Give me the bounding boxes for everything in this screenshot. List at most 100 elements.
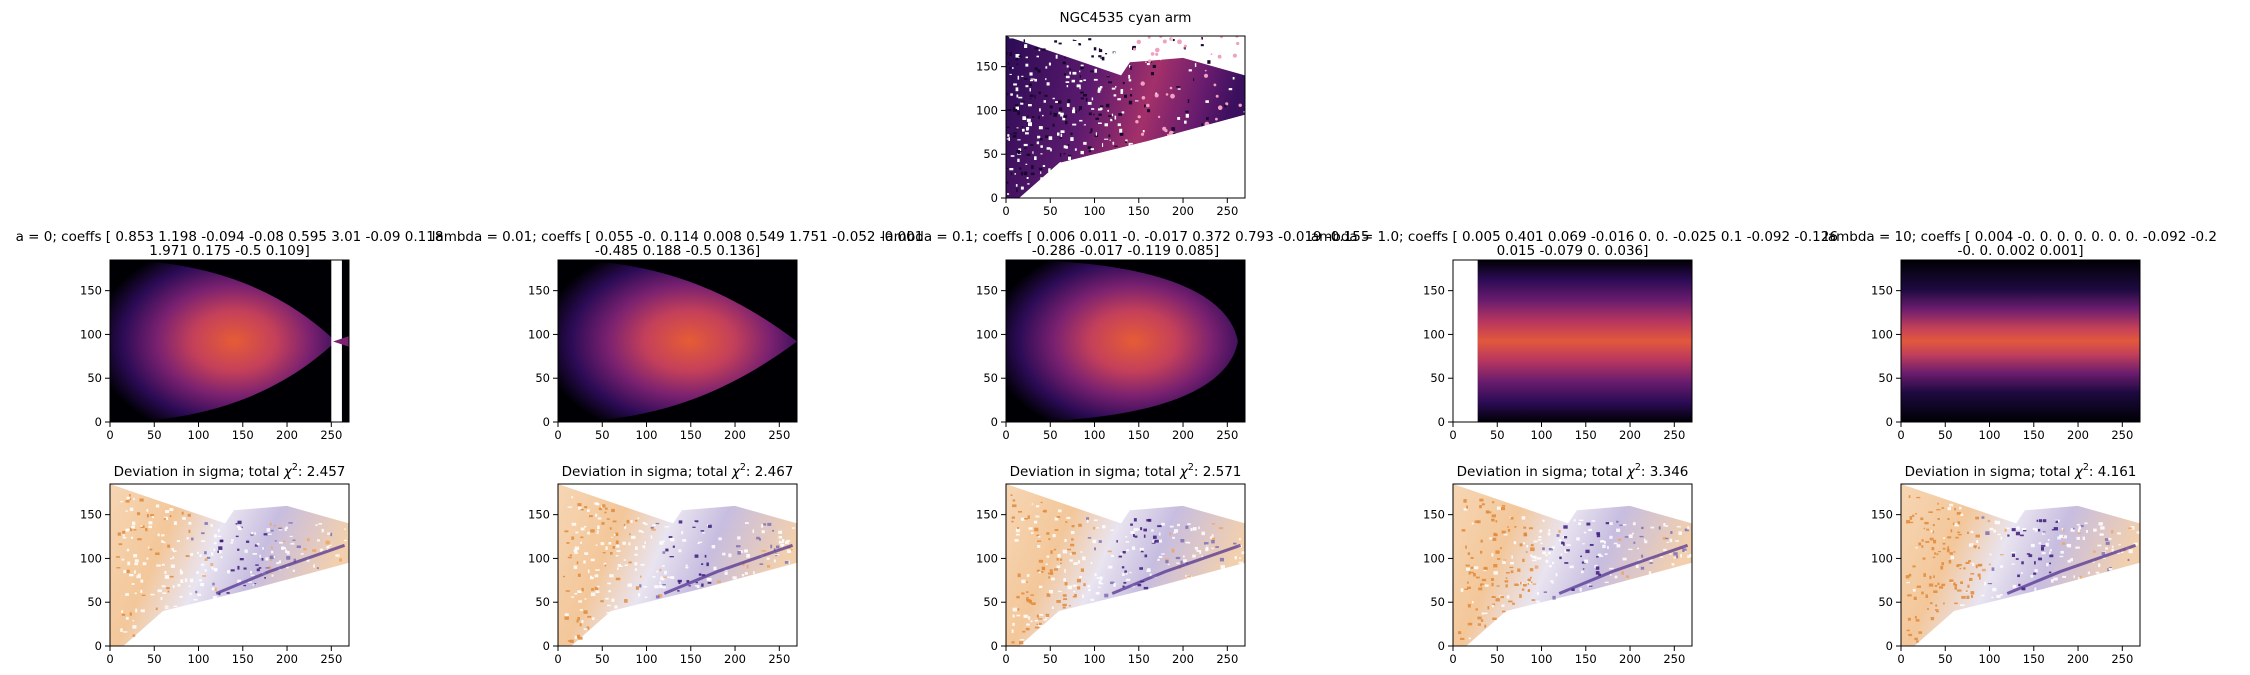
axes-frame [1005,259,1246,423]
x-tick-label: 0 [1897,652,1904,666]
y-tick-label: 0 [991,191,998,205]
x-tick-label: 100 [636,652,658,666]
y-tick-label: 50 [1878,371,1893,385]
y-tick-label: 50 [983,371,998,385]
x-tick-label: 250 [1216,652,1238,666]
y-tick-label: 150 [1423,284,1445,298]
x-tick-label: 100 [1531,428,1553,442]
model-profile [558,260,797,422]
y-tick-label: 100 [976,551,998,565]
y-tick-label: 0 [991,415,998,429]
x-tick-label: 250 [320,652,342,666]
y-tick-label: 0 [95,639,102,653]
x-tick-label: 0 [106,428,113,442]
subplot-deviation: 0 50 100 150 200 250 0 50 100 150 Deviation in sig… [528,462,798,666]
subplot-title-line2: -0.286 -0.017 -0.119 0.085] [1032,243,1219,259]
subplot-deviation: 0 50 100 150 200 250 0 50 100 150 Deviation in sig… [1871,462,2141,666]
y-tick-label: 0 [543,415,550,429]
x-tick-label: 150 [2023,428,2045,442]
subplot-title-line2: -0. 0. 0.002 0.001] [1957,243,2083,259]
y-tick-label: 50 [1878,595,1893,609]
masked-strip [1453,260,1478,422]
x-tick-label: 0 [1449,428,1456,442]
x-tick-label: 150 [1128,204,1150,218]
subplot-model: 0 50 100 150 200 250 0 50 100 150 lambda = 0.01; c… [432,229,924,442]
heatmap-image [1901,484,2140,646]
deviation-streak [2006,543,2137,595]
subplot-title-line1: lambda = 0.1; coeffs [ 0.006 0.011 -0. -… [882,229,1370,245]
x-tick-label: 150 [2023,652,2045,666]
x-tick-label: 0 [1002,652,1009,666]
x-tick-label: 250 [2111,428,2133,442]
x-tick-label: 200 [276,652,298,666]
subplot-title-line1: lambda = 1.0; coeffs [ 0.005 0.401 0.069… [1307,229,1838,245]
x-tick-label: 200 [2067,652,2089,666]
heatmap-image [110,260,349,422]
y-tick-label: 50 [983,595,998,609]
x-tick-label: 200 [1619,652,1641,666]
axes-frame [557,483,798,647]
x-tick-label: 0 [1002,428,1009,442]
y-tick-label: 150 [976,508,998,522]
axes-frame [1452,259,1693,423]
model-profile [110,260,336,422]
subplot-title: Deviation in sigma; total χ2: 2.467 [562,462,794,480]
deviation-footprint [558,484,797,646]
subplot-data: 0 50 100 150 200 250 0 50 100 150 NGC4535 cyan arm [976,10,1246,218]
y-tick-label: 50 [87,595,102,609]
y-tick-label: 150 [1423,508,1445,522]
x-tick-label: 100 [636,428,658,442]
y-tick-label: 50 [535,595,550,609]
subplot-title-line2: 1.971 0.175 -0.5 0.109] [149,243,309,259]
x-tick-label: 200 [1619,428,1641,442]
y-tick-label: 100 [80,551,102,565]
y-tick-label: 50 [535,371,550,385]
y-tick-label: 100 [1423,551,1445,565]
y-tick-label: 50 [983,147,998,161]
heatmap-image [558,260,797,422]
x-tick-label: 200 [724,428,746,442]
x-tick-label: 100 [1084,652,1106,666]
deviation-footprint [1453,484,1692,646]
subplot-model: 0 50 100 150 200 250 0 50 100 150 a = 0; coeffs [ … [16,229,444,442]
deviation-footprint [110,484,349,646]
x-tick-label: 250 [1216,428,1238,442]
x-tick-label: 100 [1531,652,1553,666]
y-tick-label: 100 [976,103,998,117]
axes-frame [109,483,350,647]
y-tick-label: 150 [1871,284,1893,298]
y-tick-label: 100 [528,551,550,565]
x-tick-label: 50 [1938,652,1953,666]
subplot-title: Deviation in sigma; total χ2: 3.346 [1457,462,1689,480]
y-tick-label: 150 [528,508,550,522]
y-tick-label: 100 [976,327,998,341]
subplot-deviation: 0 50 100 150 200 250 0 50 100 150 Deviation in sig… [1423,462,1693,666]
x-tick-label: 50 [147,652,162,666]
deviation-streak [1558,543,1689,595]
y-tick-label: 150 [528,284,550,298]
x-tick-label: 250 [1663,652,1685,666]
x-tick-label: 50 [595,652,610,666]
subplot-title: Deviation in sigma; total χ2: 4.161 [1905,462,2137,480]
x-tick-label: 200 [1172,652,1194,666]
x-tick-label: 100 [188,428,210,442]
x-tick-label: 150 [1128,428,1150,442]
x-tick-label: 50 [1490,652,1505,666]
y-tick-label: 0 [1886,415,1893,429]
subplot-title-line1: a = 0; coeffs [ 0.853 1.198 -0.094 -0.08… [16,229,444,245]
heatmap-image [1453,484,1692,646]
x-tick-label: 100 [1084,204,1106,218]
x-tick-label: 200 [276,428,298,442]
axes-frame [1900,483,2141,647]
x-tick-label: 50 [1938,428,1953,442]
heatmap-image [1006,36,1245,198]
subplot-title-line1: lambda = 10; coeffs [ 0.004 -0. 0. 0. 0.… [1824,229,2217,245]
x-tick-label: 50 [1043,428,1058,442]
x-tick-label: 0 [1002,204,1009,218]
x-tick-label: 50 [147,428,162,442]
subplot-model: 0 50 100 150 200 250 0 50 100 150 lambda = 1.0; co… [1307,229,1838,442]
axes-frame [1452,483,1693,647]
x-tick-label: 200 [1172,428,1194,442]
y-tick-label: 150 [976,284,998,298]
x-tick-label: 250 [768,428,790,442]
